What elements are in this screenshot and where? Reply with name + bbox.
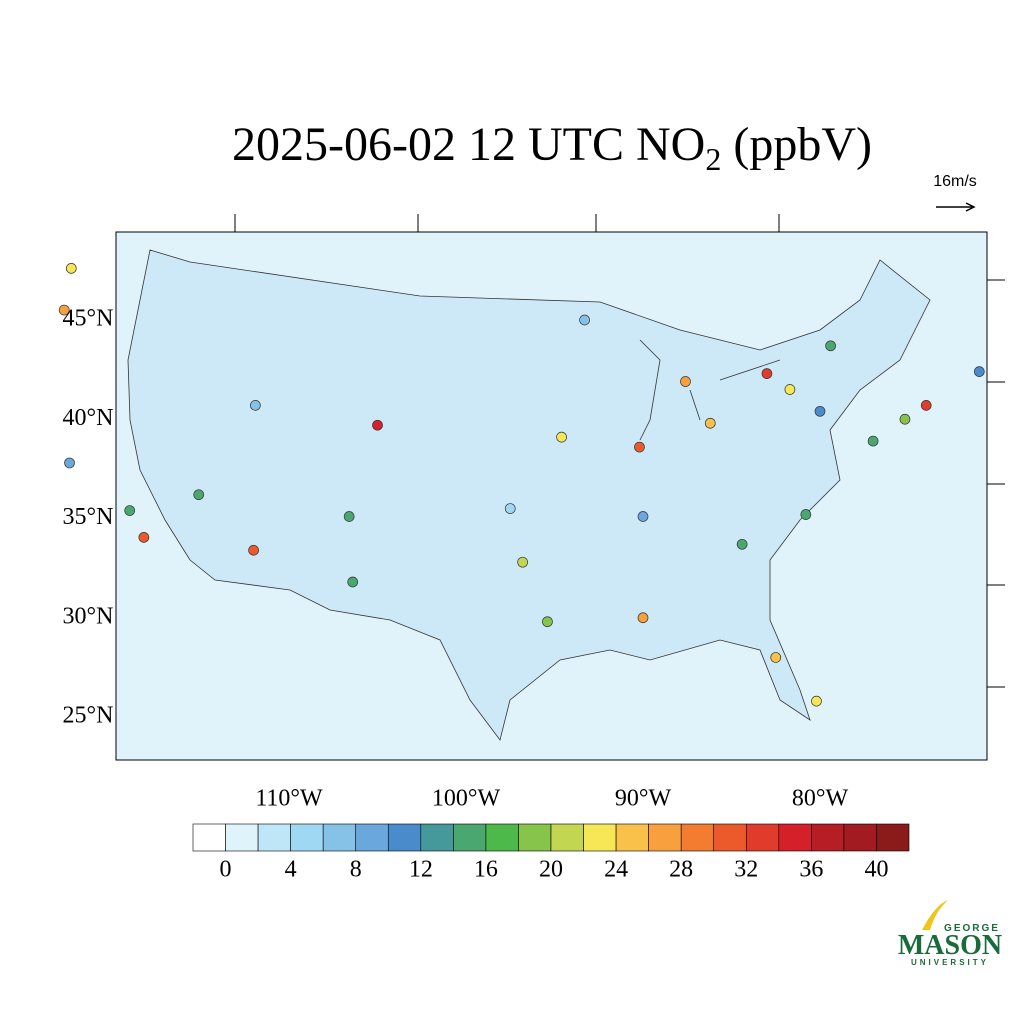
colorbar-box xyxy=(518,823,552,852)
lon-label: 100°W xyxy=(432,786,501,812)
station xyxy=(825,340,836,352)
colorbar-label: 40 xyxy=(864,857,888,883)
station xyxy=(542,616,553,628)
station xyxy=(556,431,567,443)
station xyxy=(811,695,822,707)
station xyxy=(343,511,355,522)
colorbar-box xyxy=(843,823,877,852)
lat-label: 40°N xyxy=(63,405,114,431)
station xyxy=(867,435,879,447)
station xyxy=(634,441,645,453)
great-lakes xyxy=(639,339,781,441)
colorbar-box xyxy=(745,823,780,852)
colorbar-box xyxy=(387,823,422,852)
colorbar-box xyxy=(583,823,617,852)
colorbar-label: 28 xyxy=(669,857,693,883)
station xyxy=(579,314,590,326)
colorbar-box xyxy=(485,823,519,852)
station xyxy=(680,376,691,387)
station xyxy=(347,576,359,588)
station xyxy=(637,511,649,522)
colorbar-box xyxy=(420,823,454,852)
station xyxy=(973,366,985,377)
colorbar-label: 32 xyxy=(734,857,758,883)
colorbar-label: 16 xyxy=(474,857,498,883)
lon-label: 90°W xyxy=(615,786,672,812)
title-subscript: 2 xyxy=(705,141,721,177)
station xyxy=(637,612,649,624)
map xyxy=(58,214,1005,761)
title-rest: (ppbV) xyxy=(721,118,872,171)
colorbar: 0 4 8 12 16 20 24 28 32 36 40 xyxy=(192,823,910,883)
station xyxy=(372,419,383,431)
colorbar-label: 4 xyxy=(285,857,297,883)
lat-label: 30°N xyxy=(63,603,114,629)
station xyxy=(248,544,259,556)
colorbar-box xyxy=(355,823,389,852)
conus-outline xyxy=(127,249,931,741)
colorbar-box xyxy=(322,823,357,852)
station xyxy=(58,304,70,316)
station xyxy=(65,263,77,274)
station xyxy=(193,489,205,501)
station xyxy=(704,417,716,429)
colorbar-box xyxy=(290,823,324,852)
logo: GEORGE MASON UNIVERSITY xyxy=(898,900,1002,967)
lon-label: 80°W xyxy=(792,786,849,812)
colorbar-box xyxy=(713,823,747,852)
station xyxy=(770,652,782,663)
lat-label: 35°N xyxy=(63,504,114,530)
colorbar-box xyxy=(192,823,226,852)
station xyxy=(517,556,528,568)
colorbar-box xyxy=(680,823,715,852)
station xyxy=(736,538,748,550)
colorbar-box xyxy=(615,823,649,852)
wind-reference-label: 16m/s xyxy=(933,173,977,190)
station xyxy=(504,503,516,514)
station xyxy=(250,400,261,411)
colorbar-box xyxy=(778,823,812,852)
colorbar-label: 36 xyxy=(799,857,823,883)
station xyxy=(920,400,932,411)
colorbar-box xyxy=(225,823,259,852)
colorbar-box xyxy=(876,823,910,852)
logo-bottom: UNIVERSITY xyxy=(911,958,989,967)
station xyxy=(800,509,812,520)
title: 2025-06-02 12 UTC NO2 (ppbV) xyxy=(232,118,872,177)
colorbar-box xyxy=(648,823,682,852)
station xyxy=(64,457,75,469)
station xyxy=(761,368,773,379)
logo-swoosh xyxy=(922,900,948,930)
colorbar-label: 8 xyxy=(350,857,362,883)
colorbar-label: 24 xyxy=(604,857,628,883)
colorbar-box xyxy=(257,823,291,852)
wind-reference-arrowhead xyxy=(965,202,976,212)
title-main: 2025-06-02 12 UTC NO xyxy=(232,118,705,171)
station xyxy=(814,405,826,417)
station xyxy=(138,532,150,543)
colorbar-box xyxy=(550,823,584,852)
colorbar-label: 0 xyxy=(220,857,232,883)
station xyxy=(899,413,911,425)
lon-label: 110°W xyxy=(255,786,323,812)
colorbar-label: 20 xyxy=(539,857,563,883)
lat-label: 25°N xyxy=(63,703,114,729)
frame-ticks xyxy=(234,214,1005,688)
lat-label: 45°N xyxy=(63,306,114,332)
colorbar-box xyxy=(811,823,845,852)
logo-name: MASON xyxy=(898,930,1002,961)
logo-top: GEORGE xyxy=(944,923,1000,934)
station xyxy=(784,384,796,395)
colorbar-label: 12 xyxy=(409,857,433,883)
colorbar-box xyxy=(453,823,487,852)
station xyxy=(124,505,136,516)
